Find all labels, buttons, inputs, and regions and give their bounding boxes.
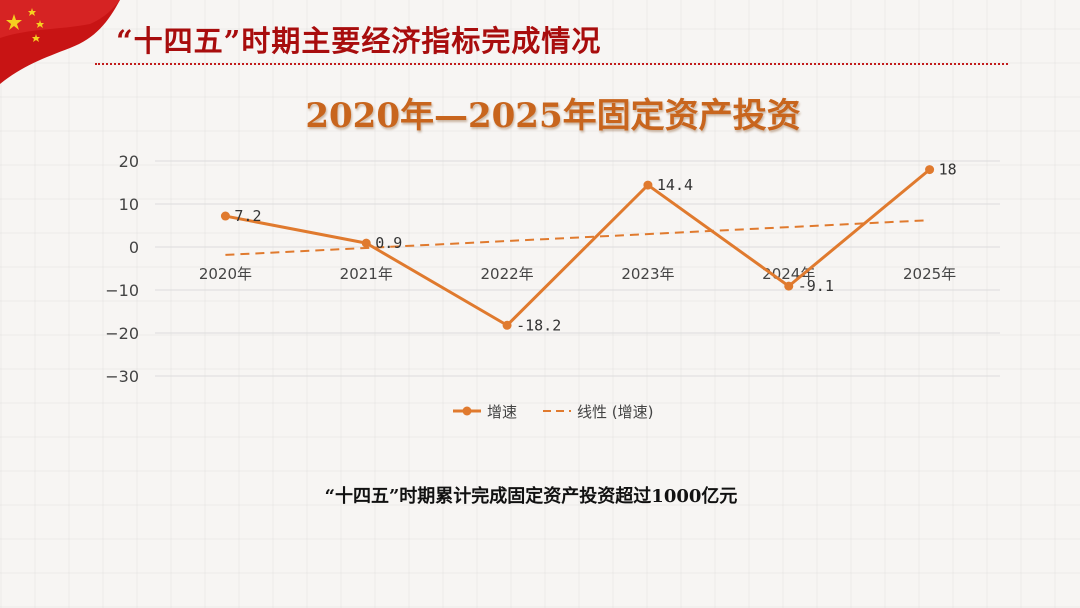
- y-tick-label: 20: [119, 152, 139, 171]
- legend-label-trendline: 线性 (增速): [577, 403, 653, 421]
- flag-decoration: [0, 0, 120, 84]
- data-label: 18: [939, 161, 957, 179]
- grid-lines: [155, 160, 1000, 377]
- line-chart: 20 10 0 −10 −20 −30 2020年 2021年 2022年 2023年 2024年…: [105, 152, 1000, 421]
- data-labels-group: 7.2 0.9 -18.2 14.4 -9.1 18: [234, 161, 956, 335]
- x-tick-label: 2022年: [480, 265, 533, 283]
- data-label: -18.2: [516, 316, 561, 334]
- data-label: 0.9: [375, 234, 402, 252]
- data-point: [784, 281, 794, 291]
- footer-summary: “十四五”时期累计完成固定资产投资超过1000亿元: [324, 486, 738, 507]
- y-tick-label: −10: [105, 281, 139, 300]
- x-tick-label: 2020年: [199, 265, 252, 283]
- y-tick-label: 10: [119, 195, 139, 214]
- y-tick-label: −20: [105, 324, 139, 343]
- data-label: -9.1: [798, 277, 834, 295]
- legend-label-series: 增速: [487, 403, 517, 421]
- data-point: [361, 238, 371, 248]
- header-divider: [95, 63, 1008, 65]
- data-point: [502, 320, 512, 330]
- page-header-title: “十四五”时期主要经济指标完成情况: [116, 24, 602, 58]
- trendline: [225, 219, 930, 256]
- chart-title: 2020年—2025年固定资产投资: [305, 96, 801, 136]
- legend: 增速 线性 (增速): [453, 403, 653, 421]
- trendline-group: [225, 219, 930, 256]
- x-tick-label: 2023年: [621, 265, 674, 283]
- x-tick-label: 2025年: [903, 265, 956, 283]
- series-line-增速: [225, 168, 931, 327]
- data-label: 14.4: [657, 176, 693, 194]
- x-tick-label: 2021年: [340, 265, 393, 283]
- legend-marker: [462, 406, 472, 416]
- y-tick-label: −30: [105, 367, 139, 386]
- x-tick-label: 2024年: [762, 265, 815, 283]
- series-group: [220, 165, 935, 330]
- data-point: [925, 165, 935, 175]
- data-point: [643, 180, 653, 190]
- y-tick-label: 0: [129, 238, 139, 257]
- x-axis-ticks: 2020年 2021年 2022年 2023年 2024年 2025年: [199, 265, 956, 283]
- data-point: [220, 211, 230, 221]
- y-axis-ticks: 20 10 0 −10 −20 −30: [105, 152, 139, 386]
- data-label: 7.2: [234, 207, 261, 225]
